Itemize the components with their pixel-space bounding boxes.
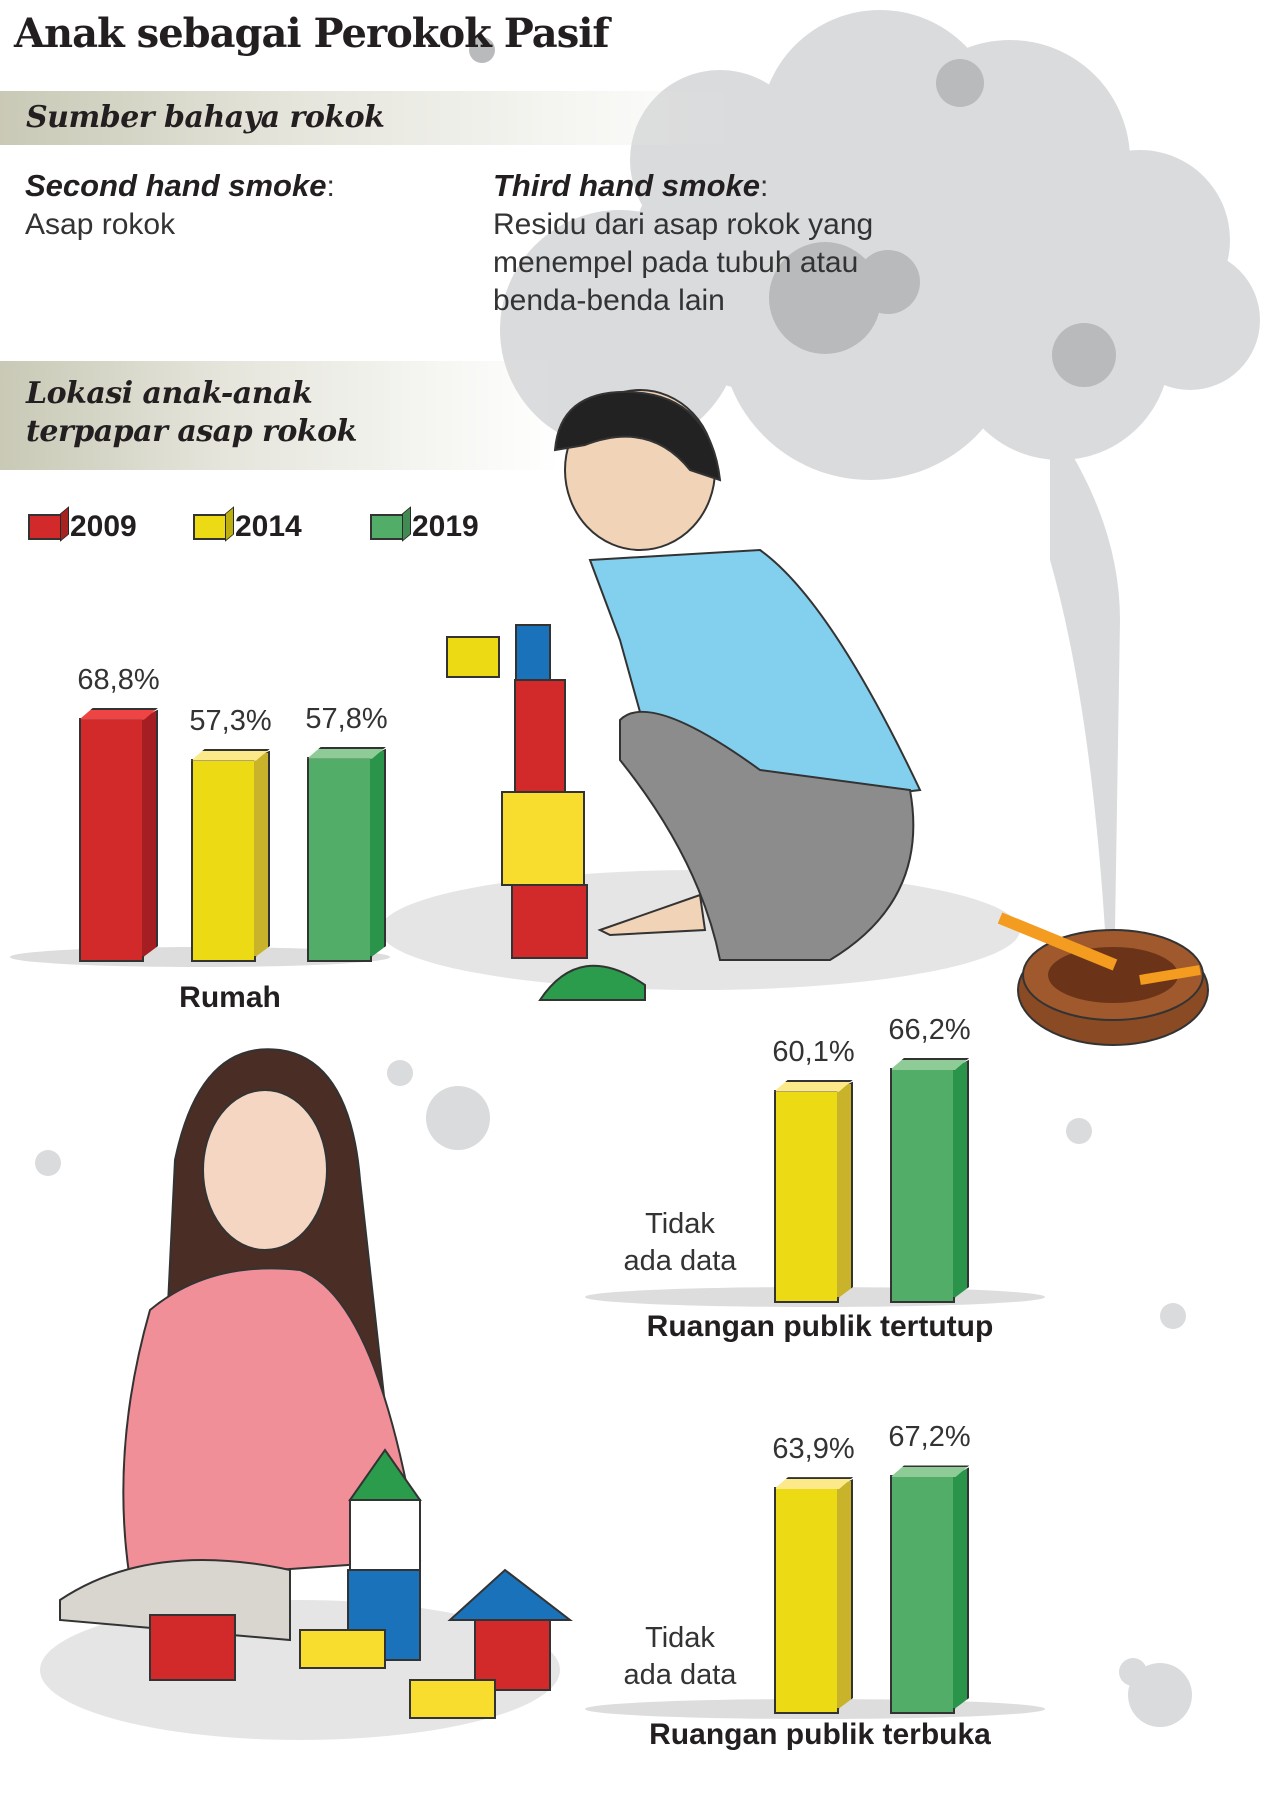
term-second-hand: Second hand smoke [25, 168, 327, 203]
no-data-label: Tidak [645, 1622, 715, 1654]
section-heading-line: Lokasi anak-anak [26, 376, 313, 411]
floating-bubbles [35, 1060, 1192, 1727]
group-label: Ruangan publik terbuka [649, 1718, 991, 1751]
definition-line: benda-benda lain [493, 284, 725, 317]
group-label: Ruangan publik tertutup [646, 1310, 994, 1343]
data-label-2019: 67,2% [888, 1421, 971, 1454]
ashtray-illustration [997, 912, 1209, 1046]
bar-side-2019 [953, 1060, 969, 1299]
block-tower-illustration [446, 624, 646, 1001]
definition-line: menempel pada tubuh atau [493, 246, 859, 279]
data-label-2014: 57,3% [189, 704, 272, 737]
section-header-sumber: Sumber bahaya rokok [0, 91, 740, 145]
definition-line: Residu dari asap rokok yang [493, 208, 874, 241]
section-heading-line: terpapar asap rokok [26, 414, 357, 449]
colon: : [759, 170, 769, 203]
legend-label: 2019 [412, 510, 479, 543]
girl-illustration [59, 1048, 573, 1719]
data-label-2019: 66,2% [888, 1013, 971, 1046]
bar-side-2019 [370, 749, 386, 958]
data-label-2009: 68,8% [77, 663, 160, 696]
bar-side-2014 [837, 1479, 853, 1710]
bar-2014 [191, 758, 256, 962]
definition-third-hand: Third hand smoke: Residu dari asap rokok… [493, 168, 873, 320]
section-heading: Sumber bahaya rokok [26, 100, 385, 135]
definition-text: Asap rokok [25, 208, 176, 241]
data-label-2014: 60,1% [772, 1035, 855, 1068]
legend-item-2014: 2014 [193, 510, 302, 544]
bar-side-2019 [953, 1467, 969, 1710]
bar-2019 [307, 756, 372, 962]
bar-side-2014 [837, 1082, 853, 1299]
legend-label: 2009 [70, 510, 137, 543]
data-label-2019: 57,8% [305, 702, 388, 735]
legend-swatch [370, 514, 404, 540]
smoke-bubbles [469, 37, 1116, 387]
legend-item-2019: 2019 [370, 510, 479, 544]
group-label: Rumah [179, 981, 281, 1014]
no-data-label: ada data [623, 1245, 737, 1277]
bar-2014 [774, 1089, 839, 1303]
definition-second-hand: Second hand smoke: Asap rokok [25, 168, 335, 244]
bar-side-2009 [142, 710, 158, 958]
no-data-label: Tidak [645, 1208, 715, 1240]
boy-illustration [553, 389, 922, 961]
section-header-lokasi: Lokasi anak-anak terpapar asap rokok [0, 361, 560, 470]
bar-2009 [79, 717, 144, 962]
legend-label: 2014 [235, 510, 302, 543]
colon: : [326, 170, 335, 203]
no-data-label: ada data [623, 1659, 737, 1691]
data-label-2014: 63,9% [772, 1433, 855, 1466]
legend-swatch [28, 514, 62, 540]
legend-item-2009: 2009 [28, 510, 137, 544]
legend-swatch [193, 514, 227, 540]
term-third-hand: Third hand smoke [493, 168, 760, 203]
bar-2019 [890, 1475, 955, 1714]
bar-2014 [774, 1487, 839, 1714]
bar-side-2014 [254, 751, 270, 958]
bar-2019 [890, 1067, 955, 1303]
page-title: Anak sebagai Perokok Pasif [14, 10, 610, 57]
